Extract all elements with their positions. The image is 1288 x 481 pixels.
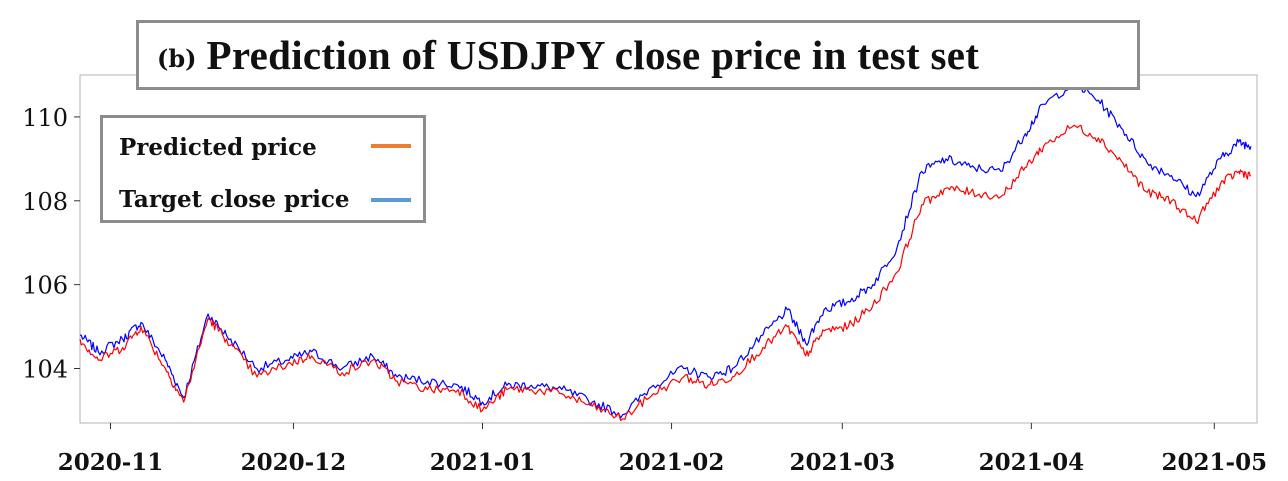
y-tick-label: 108 xyxy=(22,188,68,216)
y-axis-ticks: 104 106 108 110 xyxy=(22,104,80,383)
legend-item-predicted: Predicted price xyxy=(119,130,317,164)
legend-swatch-predicted xyxy=(371,144,411,148)
x-tick-label: 2021-03 xyxy=(790,449,896,476)
y-tick-label: 110 xyxy=(22,104,68,132)
x-tick-label: 2021-01 xyxy=(430,449,536,476)
x-tick-label: 2021-04 xyxy=(979,449,1085,476)
legend-item-target: Target close price xyxy=(119,182,350,216)
legend-label-predicted: Predicted price xyxy=(119,133,317,161)
chart-title-box: (b) Prediction of USDJPY close price in … xyxy=(136,20,1140,90)
y-tick-label: 106 xyxy=(22,272,68,300)
chart-title-prefix: (b) xyxy=(157,43,197,73)
y-tick-label: 104 xyxy=(22,355,68,383)
legend-swatch-target xyxy=(371,198,411,202)
x-axis-ticks: 2020-11 2020-12 2021-01 2021-02 2021-03 2021-… xyxy=(58,423,1267,476)
legend: Predicted price Target close price xyxy=(100,115,426,223)
series-line-predicted xyxy=(79,124,1252,422)
x-tick-label: 2020-11 xyxy=(58,449,164,476)
x-tick-label: 2021-02 xyxy=(619,449,725,476)
x-tick-label: 2020-12 xyxy=(241,449,347,476)
x-tick-label: 2021-05 xyxy=(1162,449,1268,476)
chart-title: Prediction of USDJPY close price in test… xyxy=(206,32,980,78)
legend-label-target: Target close price xyxy=(119,185,350,213)
